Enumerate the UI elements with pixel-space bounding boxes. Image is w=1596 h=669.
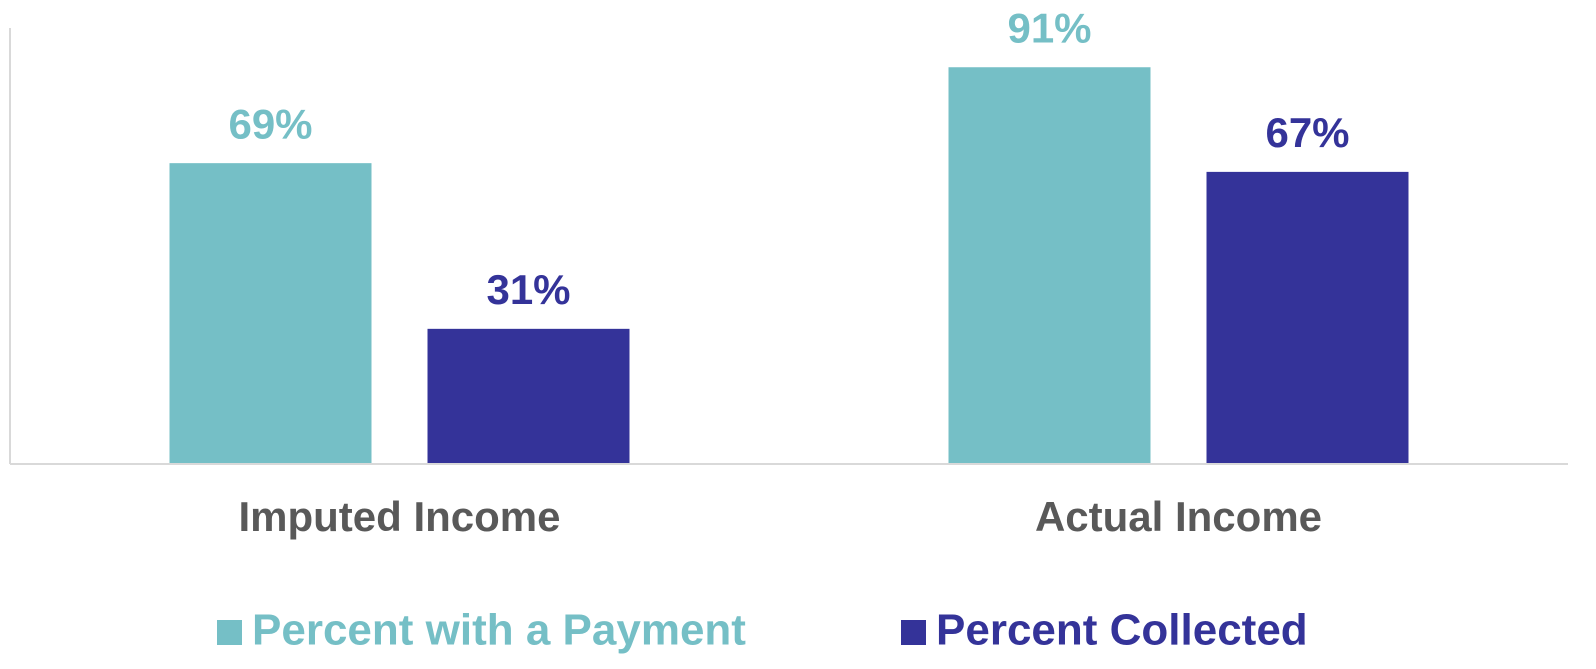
- bar: [427, 328, 630, 464]
- legend-swatch: [901, 620, 926, 645]
- bar: [1206, 171, 1409, 464]
- bar: [169, 163, 372, 464]
- data-label: 31%: [486, 266, 570, 313]
- data-label: 67%: [1265, 109, 1349, 156]
- x-tick-label: Actual Income: [1035, 493, 1322, 540]
- data-label: 69%: [228, 100, 312, 147]
- legend-label: Percent Collected: [936, 606, 1308, 655]
- legend-label: Percent with a Payment: [252, 606, 746, 655]
- legend-swatch: [217, 620, 242, 645]
- x-tick-label: Imputed Income: [238, 493, 560, 540]
- bar: [948, 67, 1151, 465]
- data-label: 91%: [1007, 4, 1091, 51]
